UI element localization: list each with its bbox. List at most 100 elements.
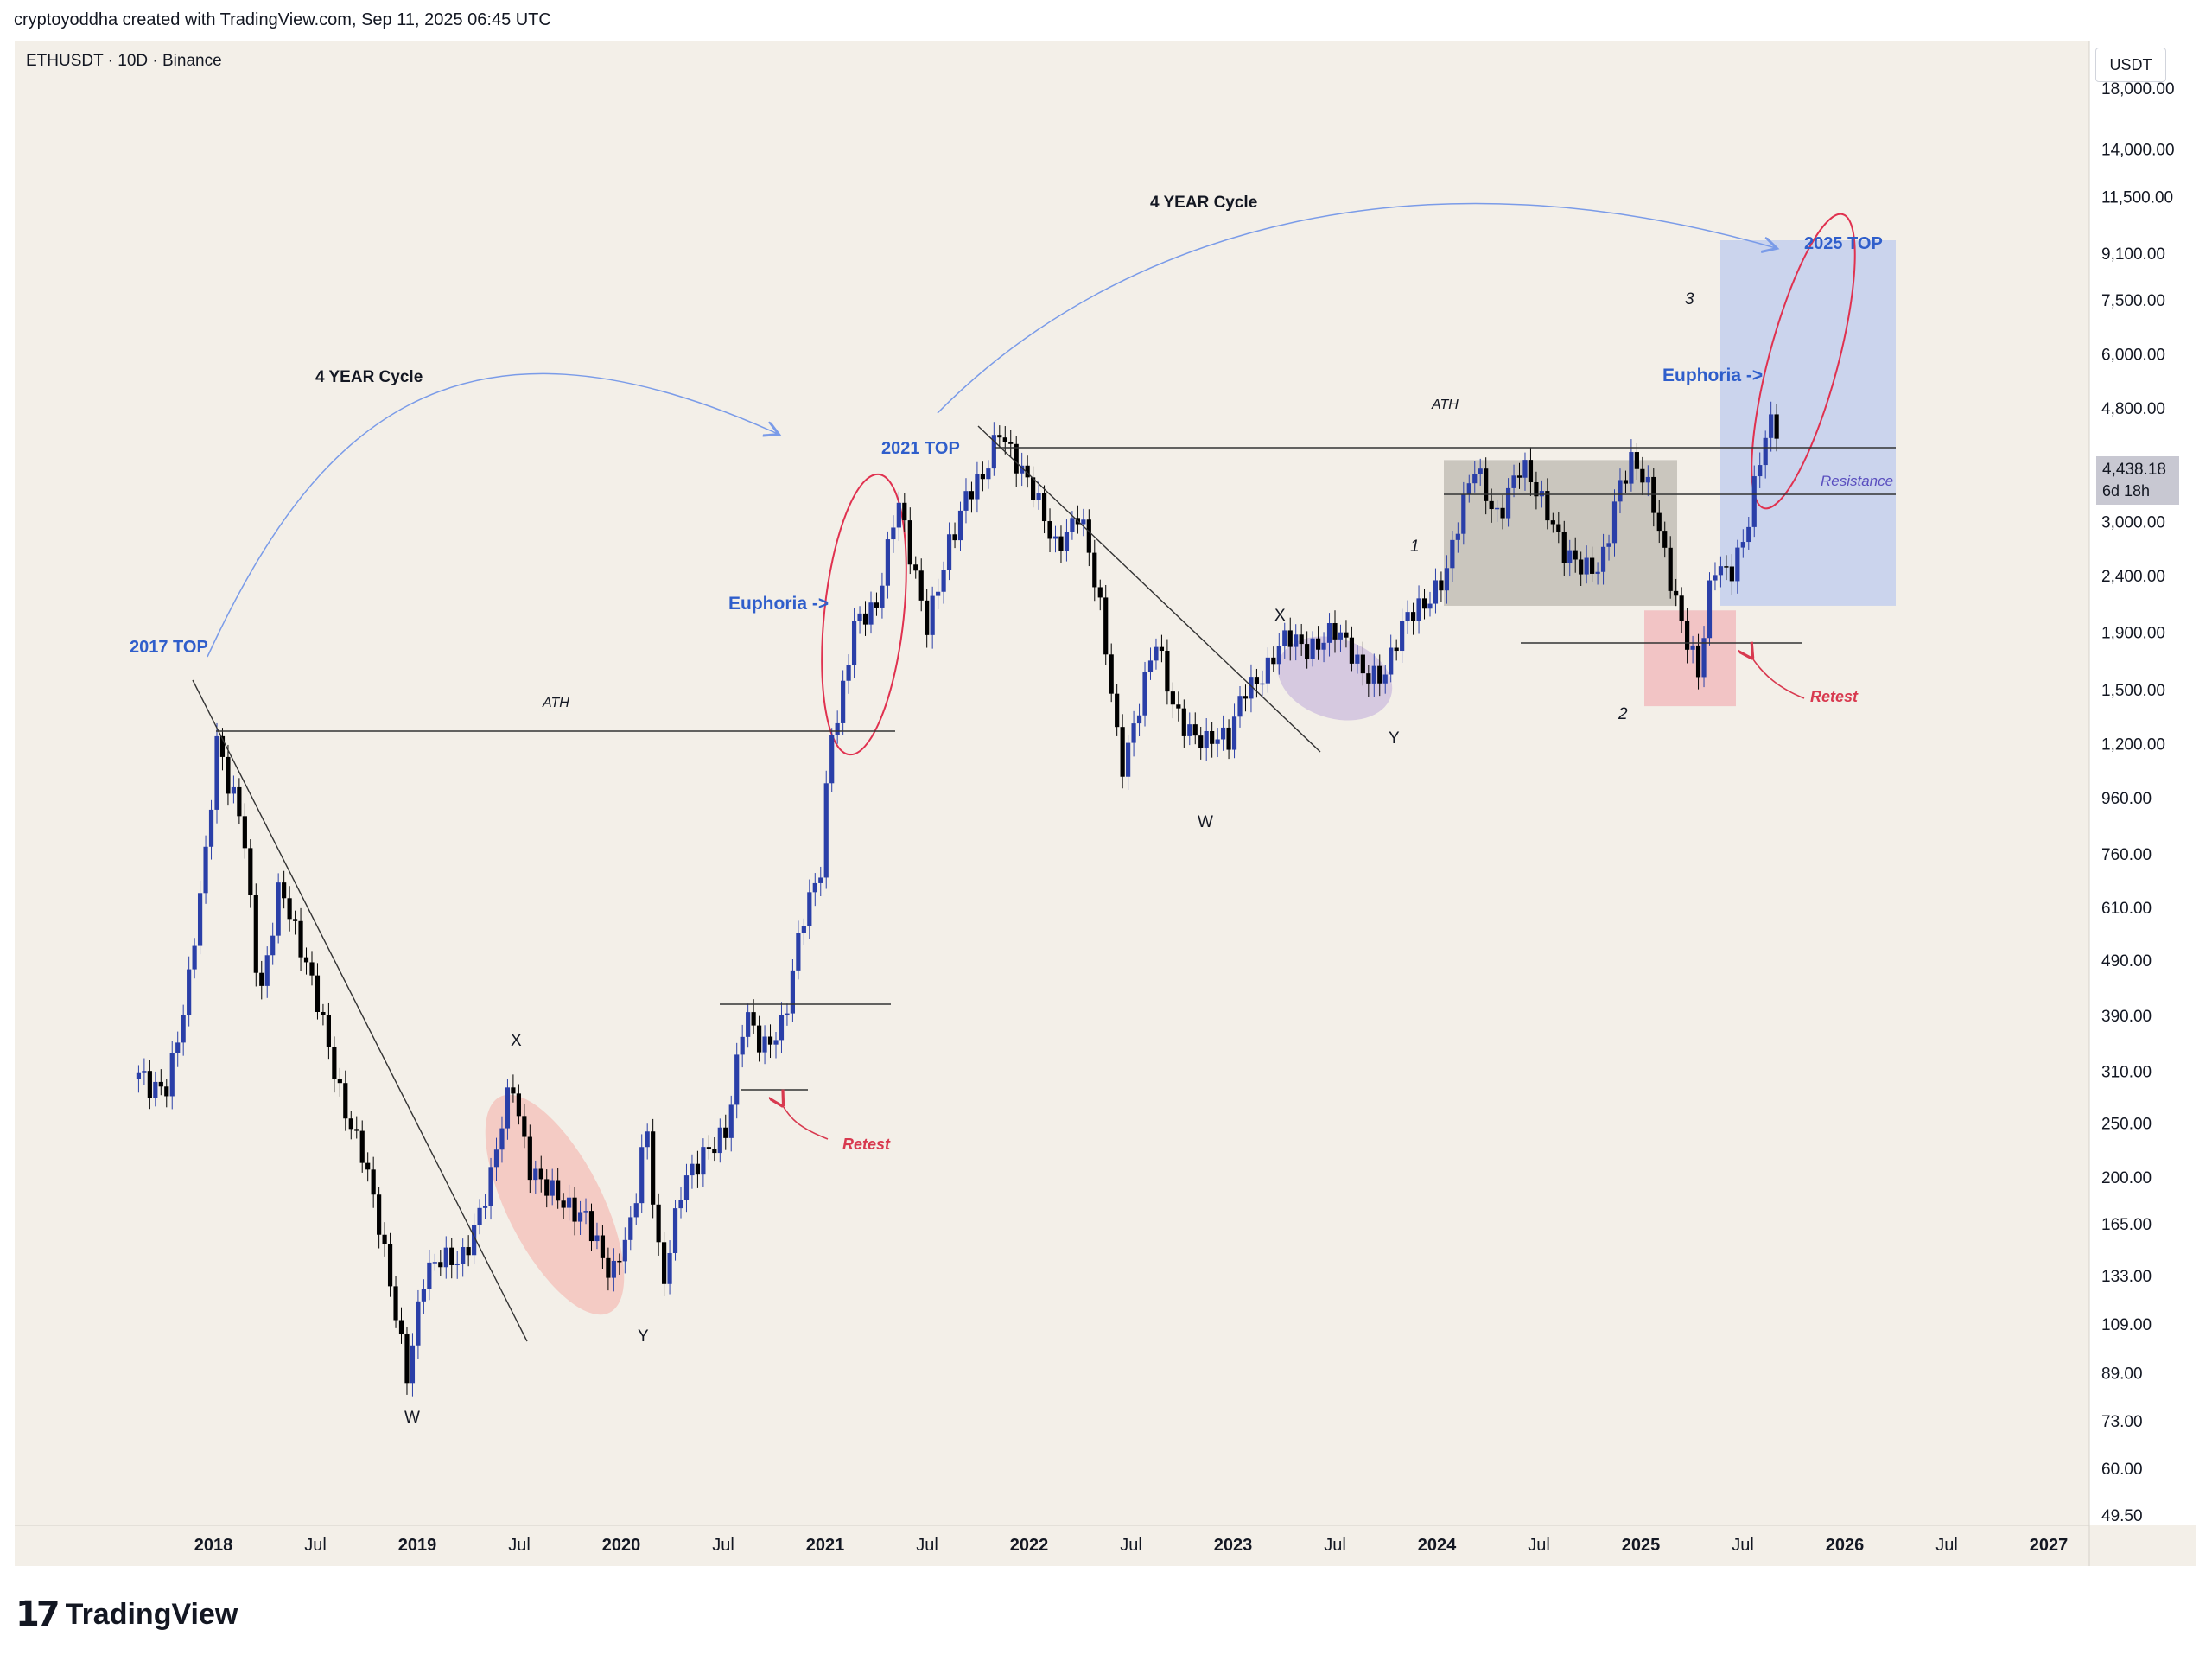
x-tick-label: Jul: [712, 1536, 734, 1555]
candle-body: [248, 848, 253, 896]
candle-body: [1271, 657, 1276, 665]
candle-body: [1215, 739, 1220, 744]
candle-body: [751, 1012, 756, 1026]
x-tick-label: Jul: [1528, 1536, 1550, 1555]
y-tick-label: 9,100.00: [2101, 245, 2165, 264]
candle-body: [807, 892, 812, 926]
candle-body: [1154, 646, 1159, 661]
candle-body: [1606, 543, 1611, 547]
candle-body: [1299, 634, 1304, 645]
candle-body: [1092, 552, 1097, 588]
x-tick-label: Jul: [1120, 1536, 1142, 1555]
candle-body: [321, 1012, 326, 1015]
candle-body: [1690, 645, 1695, 650]
candle-body: [1629, 452, 1634, 484]
candle-body: [315, 975, 321, 1012]
candle-body: [1294, 634, 1299, 647]
candle-body: [1249, 677, 1254, 699]
candle-body: [1041, 493, 1047, 522]
candle-body: [208, 809, 214, 847]
candle-body: [192, 945, 197, 970]
candle-body: [1584, 557, 1589, 575]
candle-body: [1389, 647, 1394, 675]
trendline-2022-down: [977, 425, 1321, 753]
annotation-retest-2025: Retest: [1810, 688, 1859, 705]
candle-body: [1472, 474, 1478, 484]
candle-body: [365, 1162, 371, 1170]
candle-body: [1131, 723, 1136, 743]
candle-body: [427, 1262, 432, 1289]
candle-body: [896, 502, 901, 528]
candle-body: [1466, 483, 1471, 495]
candle-body: [1623, 480, 1629, 484]
candle-body: [1159, 646, 1165, 652]
candle-body: [1450, 539, 1455, 569]
candle-body: [1237, 696, 1243, 717]
candle-body: [1556, 524, 1561, 532]
candle-body: [377, 1194, 382, 1235]
candle-body: [421, 1289, 426, 1302]
candle-body: [1176, 704, 1181, 709]
candle-body: [1008, 442, 1014, 444]
candle-body: [354, 1129, 359, 1131]
candle-body: [153, 1081, 158, 1098]
candle-body: [874, 602, 880, 608]
price-scale[interactable]: [2089, 41, 2196, 1566]
candle-body: [1545, 491, 1550, 521]
candle-body: [287, 898, 292, 920]
wave-label-w-2018: W: [404, 1409, 420, 1427]
candle-body: [527, 1136, 532, 1181]
candle-body: [264, 955, 270, 986]
candle-body: [667, 1252, 672, 1284]
candle-body: [952, 534, 957, 541]
candle-body: [1679, 595, 1684, 621]
candle-body: [169, 1053, 175, 1097]
y-tick-label: 73.00: [2101, 1413, 2143, 1431]
candle-body: [1344, 632, 1349, 638]
candle-body: [672, 1208, 678, 1253]
tradingview-logo[interactable]: 17 TradingView: [16, 1595, 238, 1634]
x-tick-label: 2026: [1826, 1536, 1865, 1555]
candle-body: [1204, 731, 1209, 748]
candle-body: [818, 877, 823, 883]
candle-body: [303, 957, 309, 963]
candle-body: [1405, 612, 1410, 621]
candle-body: [1254, 677, 1260, 684]
candle-body: [1070, 518, 1075, 532]
candle-body: [337, 1079, 342, 1084]
symbol-label[interactable]: ETHUSDT · 10D · Binance: [26, 52, 222, 70]
annotation-retest-2020: Retest: [842, 1136, 891, 1153]
y-tick-label: 7,500.00: [2101, 292, 2165, 310]
y-tick-label: 250.00: [2101, 1116, 2152, 1134]
candle-body: [1701, 638, 1707, 678]
x-tick-label: 2027: [2030, 1536, 2069, 1555]
candle-body: [891, 527, 896, 540]
candle-body: [1484, 468, 1489, 501]
candle-body: [242, 816, 247, 849]
y-tick-label: 1,200.00: [2101, 735, 2165, 754]
candle-body: [622, 1239, 627, 1262]
candle-body: [1735, 547, 1740, 582]
y-tick-label: 4,800.00: [2101, 400, 2165, 418]
time-scale[interactable]: [15, 1525, 2196, 1566]
candle-body: [438, 1262, 443, 1268]
candle-body: [628, 1217, 633, 1240]
candle-body: [1382, 674, 1388, 684]
candle-body: [997, 435, 1002, 438]
candle-body: [538, 1168, 543, 1180]
candle-body: [226, 756, 231, 794]
euphoria-ellipse-2025: [1751, 213, 1856, 510]
candle-body: [1305, 644, 1310, 659]
candle-body: [846, 665, 851, 681]
x-tick-label: 2018: [194, 1536, 233, 1555]
candle-body: [851, 621, 857, 665]
y-tick-label: 1,900.00: [2101, 625, 2165, 643]
candle-body: [1097, 587, 1103, 598]
candle-body: [918, 570, 924, 601]
currency-button[interactable]: USDT: [2095, 48, 2166, 82]
x-tick-label: 2020: [602, 1536, 641, 1555]
candle-body: [841, 680, 846, 723]
candle-body: [583, 1211, 588, 1213]
candle-body: [600, 1235, 606, 1258]
